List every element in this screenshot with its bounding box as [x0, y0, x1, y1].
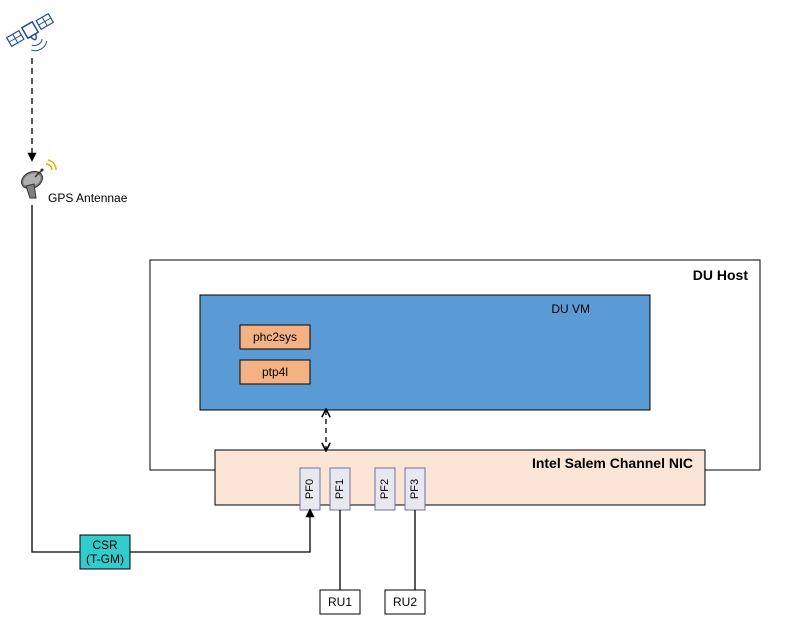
ru-label-RU2: RU2	[393, 595, 417, 609]
nic-port-label-PF1: PF1	[334, 479, 346, 499]
nic-port-label-PF2: PF2	[379, 479, 391, 499]
nic-port-label-PF3: PF3	[409, 479, 421, 499]
satellite-icon	[6, 13, 62, 61]
edge-antenna-csr	[32, 205, 80, 552]
csr-label-1: CSR	[92, 538, 118, 552]
architecture-diagram: GPS Antennae DU Host DU VM phc2sysptp4l …	[0, 0, 788, 630]
nic-title: Intel Salem Channel NIC	[532, 455, 693, 471]
du-host-title: DU Host	[693, 267, 749, 283]
du-vm-title: DU VM	[551, 302, 590, 316]
proc-label-phc2sys: phc2sys	[253, 330, 297, 344]
edge-csr-pf0	[130, 510, 310, 552]
antenna-label: GPS Antennae	[48, 191, 128, 205]
proc-label-ptp4l: ptp4l	[262, 365, 288, 379]
csr-label-2: (T-GM)	[86, 552, 124, 566]
nic-port-label-PF0: PF0	[304, 479, 316, 499]
ru-label-RU1: RU1	[328, 595, 352, 609]
